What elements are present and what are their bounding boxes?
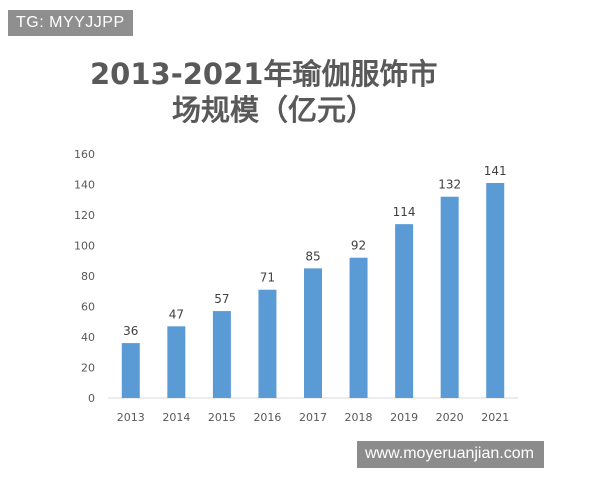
y-tick-label: 80 [81,270,95,283]
bar [486,182,505,398]
y-tick-label: 60 [81,301,95,314]
x-tick-label: 2021 [481,411,509,424]
x-tick-label: 2014 [162,411,190,424]
data-label: 71 [260,271,275,285]
watermark: www.moyeruanjian.com [357,441,544,468]
chart-title-line2: 场规模（亿元） [172,93,376,127]
bar [440,196,459,398]
tg-label: TG: MYYJJPP [8,10,133,36]
data-label: 92 [351,239,366,253]
data-label: 85 [305,249,320,263]
bar [395,224,414,398]
bar [121,343,140,398]
y-tick-label: 100 [74,240,95,253]
y-tick-label: 120 [74,209,95,222]
chart-title-line1: 2013-2021年瑜伽服饰市 [90,57,438,91]
data-label: 114 [393,205,416,219]
x-tick-label: 2015 [208,411,236,424]
bar [212,311,231,398]
x-tick-label: 2018 [345,411,373,424]
data-label: 36 [123,324,138,338]
bar [349,257,368,398]
bar [167,326,186,398]
chart-title: 2013-2021年瑜伽服饰市 场规模（亿元） [90,56,510,128]
x-tick-label: 2016 [253,411,281,424]
data-label: 57 [214,292,229,306]
y-tick-label: 20 [81,362,95,375]
data-label: 132 [438,178,461,192]
bar [258,289,277,398]
x-tick-label: 2017 [299,411,327,424]
y-tick-label: 140 [74,179,95,192]
bar [304,268,322,398]
x-tick-label: 2019 [390,411,418,424]
y-tick-label: 0 [88,392,95,405]
data-label: 47 [169,307,184,321]
data-label: 141 [484,164,507,178]
y-tick-label: 160 [74,148,95,161]
x-tick-label: 2013 [117,411,145,424]
x-tick-label: 2020 [436,411,464,424]
y-tick-label: 40 [81,331,95,344]
